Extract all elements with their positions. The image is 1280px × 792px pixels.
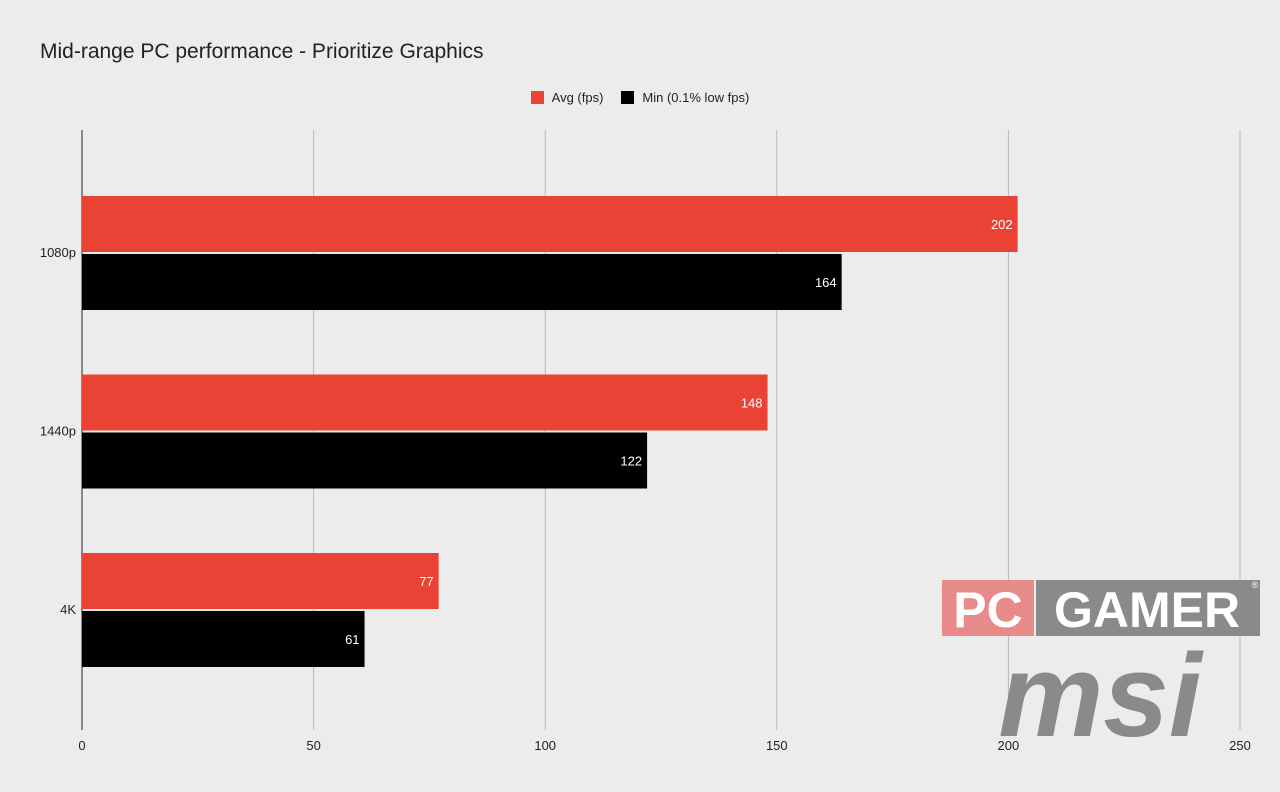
x-tick-label-50: 50 <box>306 738 320 753</box>
x-tick-label-200: 200 <box>998 738 1020 753</box>
msi-logo-text: msi <box>998 630 1204 740</box>
chart-title: Mid-range PC performance - Prioritize Gr… <box>40 40 484 63</box>
legend-swatch-avg <box>530 91 544 104</box>
data-label-1440p-avg: 148 <box>741 396 763 411</box>
pc-logo-box <box>942 580 1034 636</box>
x-tick-label-100: 100 <box>534 738 556 753</box>
legend-label-avg: Avg (fps) <box>551 90 604 105</box>
data-label-1080p-min: 164 <box>815 275 837 290</box>
x-tick-label-0: 0 <box>78 738 85 753</box>
data-label-4K-min: 61 <box>345 632 359 647</box>
bar-1440p-avg <box>82 374 768 431</box>
y-tick-label-1440p: 1440p <box>40 424 76 439</box>
chart-legend: Avg (fps) Min (0.1% low fps) <box>0 90 1280 105</box>
y-tick-label-1080p: 1080p <box>40 245 76 260</box>
bar-4K-min <box>82 611 365 667</box>
bar-1080p-avg <box>82 196 1018 252</box>
data-label-1080p-avg: 202 <box>991 217 1013 232</box>
data-label-4K-avg: 77 <box>419 574 433 589</box>
registered-mark: ® <box>1252 580 1259 590</box>
legend-item-min: Min (0.1% low fps) <box>621 90 749 105</box>
bar-4K-avg <box>82 553 439 609</box>
x-tick-label-150: 150 <box>766 738 788 753</box>
y-tick-label-4K: 4K <box>60 602 76 617</box>
gamer-logo-text: GAMER <box>1054 582 1240 638</box>
gamer-logo-box <box>1036 580 1260 636</box>
legend-label-min: Min (0.1% low fps) <box>642 90 750 105</box>
x-tick-label-250: 250 <box>1229 738 1251 753</box>
pc-logo-text: PC <box>953 582 1022 638</box>
legend-swatch-min <box>621 91 635 104</box>
legend-item-avg: Avg (fps) <box>530 90 604 105</box>
bar-1440p-min <box>82 432 648 489</box>
pc-gamer-msi-logo: PC GAMER ® msi <box>942 580 1260 740</box>
data-label-1440p-min: 122 <box>620 454 642 469</box>
bar-1080p-min <box>82 254 842 310</box>
